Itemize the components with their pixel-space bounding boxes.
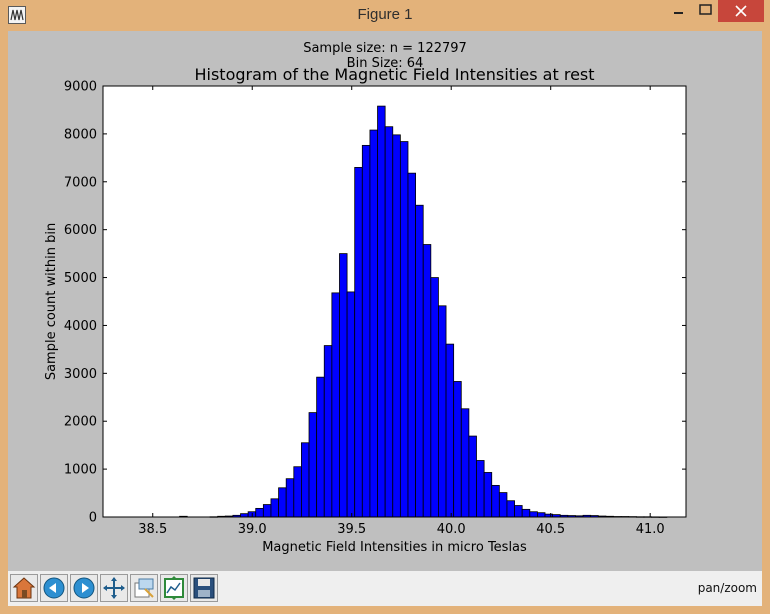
title-bar[interactable]: Figure 1 <box>0 0 770 30</box>
x-axis-ticks: 38.5 39.0 39.5 40.0 40.5 41.0 <box>138 86 665 537</box>
x-tick-label: 39.0 <box>238 522 267 537</box>
plot-frame <box>102 85 687 518</box>
x-tick-label: 39.5 <box>337 522 366 537</box>
x-tick-label: 40.0 <box>437 522 466 537</box>
histogram-bar <box>361 144 371 518</box>
y-tick-label: 0 <box>89 511 97 526</box>
y-tick-label: 3000 <box>64 367 97 382</box>
histogram-bar <box>369 129 378 518</box>
x-axis-label: Magnetic Field Intensities in micro Tesl… <box>262 540 527 555</box>
home-button[interactable] <box>10 574 38 602</box>
histogram-bar <box>255 507 264 518</box>
histogram-bar <box>316 376 325 518</box>
y-tick-label: 4000 <box>64 319 97 334</box>
save-icon <box>193 577 215 599</box>
histogram-bar <box>445 343 455 518</box>
app-icon[interactable] <box>8 6 26 24</box>
histogram-bar <box>430 277 439 518</box>
forward-icon <box>73 577 95 599</box>
histogram-bar <box>308 412 318 518</box>
x-tick-label: 40.5 <box>536 522 565 537</box>
histogram-bar <box>415 204 424 518</box>
histogram-bar <box>278 487 287 518</box>
histogram-bar <box>506 500 515 518</box>
home-icon <box>12 577 36 599</box>
histogram-bar <box>392 134 401 518</box>
zoom-button[interactable] <box>130 574 158 602</box>
minimize-button[interactable] <box>664 0 694 22</box>
maximize-button[interactable] <box>691 0 721 22</box>
y-tick-label: 2000 <box>64 415 97 430</box>
histogram-bar <box>491 484 500 518</box>
histogram-bar <box>301 442 310 518</box>
navigation-toolbar: pan/zoom <box>8 571 762 606</box>
histogram-bar <box>377 105 386 518</box>
y-axis-label: Sample count within bin <box>44 223 59 380</box>
histogram-bar <box>346 291 356 518</box>
histogram-bar <box>262 504 272 518</box>
y-tick-label: 6000 <box>64 223 97 238</box>
histogram-bar <box>323 345 333 518</box>
histogram-bars <box>179 105 668 518</box>
close-icon <box>735 5 747 17</box>
back-icon <box>43 577 65 599</box>
histogram-bar <box>476 460 485 518</box>
waveform-icon <box>10 9 24 21</box>
y-tick-label: 7000 <box>64 175 97 190</box>
pan-button[interactable] <box>100 574 128 602</box>
histogram-bar <box>483 472 493 518</box>
histogram-bar <box>422 244 432 518</box>
histogram-bar <box>399 141 409 518</box>
histogram-bar <box>331 292 340 518</box>
y-axis-ticks: 0 1000 2000 3000 4000 5000 6000 7000 8000 9000 <box>64 80 686 526</box>
histogram-bar <box>270 498 279 518</box>
x-tick-label: 38.5 <box>138 522 167 537</box>
x-tick-label: 41.0 <box>636 522 665 537</box>
forward-button[interactable] <box>70 574 98 602</box>
histogram-bar <box>407 172 416 518</box>
y-tick-label: 5000 <box>64 271 97 286</box>
toolbar-status-message: pan/zoom <box>697 581 757 595</box>
close-button[interactable] <box>718 0 764 22</box>
minimize-icon <box>674 12 683 14</box>
histogram-bar <box>240 513 249 518</box>
pan-icon <box>103 577 125 599</box>
zoom-icon <box>134 578 154 598</box>
y-tick-label: 9000 <box>64 80 97 95</box>
histogram-bar <box>293 466 302 518</box>
subplots-button[interactable] <box>160 574 188 602</box>
save-button[interactable] <box>190 574 218 602</box>
window-title: Figure 1 <box>357 6 413 23</box>
histogram-bar <box>384 126 394 518</box>
histogram-bar <box>354 167 363 518</box>
histogram-bar <box>460 408 470 518</box>
histogram-bar <box>514 505 523 518</box>
histogram-bar <box>285 478 295 518</box>
y-tick-label: 1000 <box>64 463 97 478</box>
histogram-bar <box>453 381 462 518</box>
chart-title: Histogram of the Magnetic Field Intensit… <box>194 65 594 84</box>
histogram-bar <box>498 492 508 518</box>
histogram-bar <box>339 253 348 518</box>
maximize-icon <box>699 4 712 15</box>
back-button[interactable] <box>40 574 68 602</box>
histogram-bar <box>438 305 447 518</box>
chart-suptitle-bin-size: Bin Size: 64 <box>347 56 424 71</box>
histogram-bar <box>537 512 546 518</box>
y-tick-label: 8000 <box>64 127 97 142</box>
histogram-bar <box>468 435 477 518</box>
subplots-icon <box>164 576 184 600</box>
chart-suptitle-sample-size: Sample size: n = 122797 <box>303 41 467 56</box>
histogram-bar <box>529 511 538 518</box>
histogram-bar <box>521 508 531 518</box>
